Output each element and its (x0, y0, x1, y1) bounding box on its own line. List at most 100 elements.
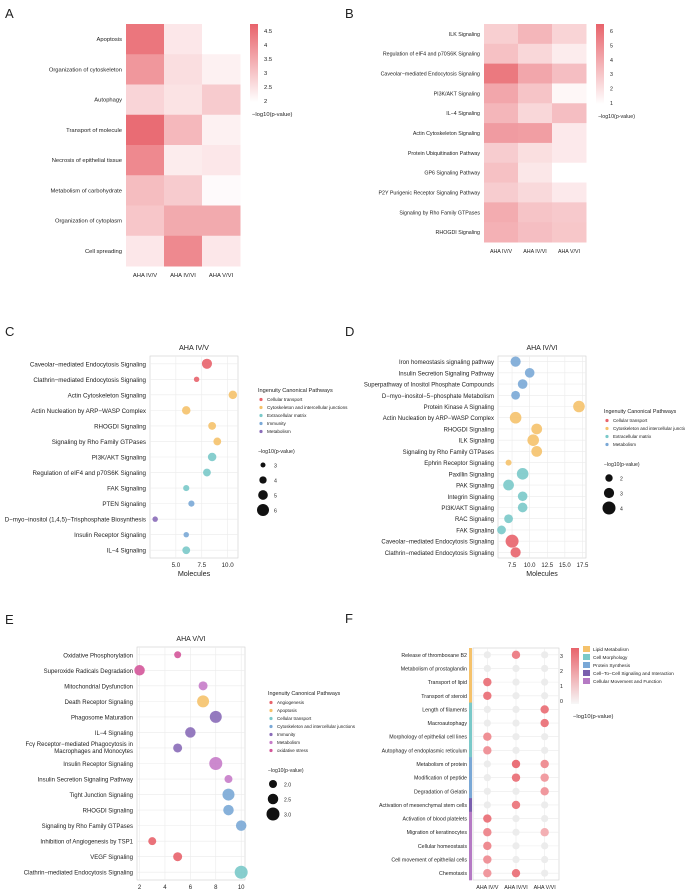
bubble-point (524, 368, 535, 378)
bubble-point (209, 757, 223, 770)
dot-point (512, 842, 520, 850)
category-strip (469, 825, 472, 840)
size-legend-dot (269, 780, 277, 788)
heat-cell (126, 175, 165, 206)
category-legend-label: Cellular Movement and Function (593, 679, 662, 685)
y-tick-label: Superoxide Radicals Degradation (44, 669, 133, 675)
bubble-point (182, 546, 191, 555)
heat-cell (518, 182, 553, 203)
bubble-point (197, 695, 210, 708)
bubble-point (511, 390, 520, 400)
y-tick-label: VEGF Signaling (90, 855, 133, 861)
heat-cell (202, 205, 241, 237)
legend-title: Ingenuity Canonical Pathways (258, 388, 333, 394)
colorbar-title: −log10(p-value) (252, 112, 293, 118)
row-label: Signaling by Rho Family GTPases (399, 210, 480, 216)
dot-point (512, 746, 520, 754)
heat-cell (484, 24, 519, 45)
dot-point (512, 787, 520, 795)
category-legend-label: Lipid Metabolism (593, 647, 629, 653)
bubble-point (201, 358, 213, 369)
heat-cell (518, 202, 553, 223)
heat-cell (164, 114, 203, 146)
heat-cell (552, 202, 587, 223)
colorbar-tick: 4 (610, 58, 613, 64)
dot-point (541, 746, 549, 754)
colorbar-tick: 3 (560, 654, 563, 660)
y-tick-label: Caveolar−mediated Endocytosis Signaling (381, 540, 494, 546)
bubble-point (213, 437, 222, 446)
y-tick-label: Clathrin−mediated Endocytosis Signaling (33, 377, 146, 384)
bubble-point (188, 500, 195, 507)
heat-cell (484, 63, 519, 84)
y-tick-label: Regulation of eIF4 and p70S6K Signaling (32, 470, 146, 477)
column-label: AHA V/VI (534, 885, 556, 889)
row-label: Caveolar−mediated Endocytosis Signaling (381, 72, 480, 78)
bubble-point (510, 356, 521, 367)
heat-cell (202, 54, 241, 85)
bubble-point (193, 376, 200, 383)
dot-point (483, 774, 491, 782)
heatmap-a: Apoptosis Organization of cytoskeleton Aut… (49, 24, 293, 279)
chart-title: AHA IV/VI (526, 345, 557, 352)
colorbar (571, 648, 579, 704)
row-label: Organization of cytoskeleton (49, 67, 122, 73)
category-strip (469, 743, 472, 758)
heat-cell (202, 84, 241, 116)
y-tick-label: Ephrin Receptor Signaling (424, 461, 494, 467)
legend-swatch (269, 708, 273, 713)
dot-point (483, 787, 491, 795)
heat-cell (202, 114, 241, 146)
y-tick-label: Clathrin−mediated Endocytosis Signaling (24, 871, 133, 877)
category-strip (469, 702, 472, 717)
size-legend-title: −log10(p-value) (258, 449, 295, 455)
bubble-point (183, 531, 189, 538)
legend-swatch (269, 700, 273, 705)
colorbar (596, 24, 604, 104)
row-label: P2Y Purigenic Receptor Signaling Pathway (379, 190, 481, 196)
dot-point (512, 664, 520, 673)
heat-cell (202, 175, 241, 206)
colorbar-title: −log10(p-value) (573, 714, 614, 720)
x-tick-label: 5.0 (172, 562, 181, 569)
heat-cell (518, 123, 553, 144)
heat-cell (126, 114, 165, 146)
bubble-point (152, 516, 158, 522)
heat-cell (484, 182, 519, 203)
heat-cell (164, 205, 203, 237)
y-tick-label: Insulin Receptor Signaling (74, 532, 146, 539)
size-legend-dot (267, 793, 279, 805)
dot-point (511, 650, 521, 660)
legend-label: Cytoskeleton and intercellular junctions (277, 724, 356, 729)
row-label: Transport of molecule (66, 128, 122, 134)
size-legend-label: 5 (274, 494, 277, 500)
colorbar-tick: 3.5 (264, 57, 272, 63)
bubble-point (223, 804, 234, 816)
dot-point (512, 705, 520, 714)
legend-label: Immunity (277, 732, 296, 737)
heat-cell (202, 235, 241, 267)
legend-swatch (259, 397, 263, 402)
legend-label: Metabolism (613, 442, 636, 447)
y-tick-label: Paxillin Signaling (449, 472, 494, 478)
x-tick-label: 10 (238, 885, 245, 889)
dot-point (540, 773, 549, 782)
bubble-point (224, 775, 233, 784)
panel-label-b: B (345, 6, 354, 21)
row-label: ILK Signaling (449, 32, 480, 38)
colorbar-tick: 1 (610, 101, 613, 107)
colorbar-tick: 0 (560, 699, 563, 705)
y-tick-label: Iron homeostasis signaling pathway (399, 360, 494, 366)
dot-point (483, 746, 492, 755)
bubble-point (504, 514, 513, 524)
category-strip (469, 866, 472, 881)
dot-point (512, 719, 520, 727)
dot-point (511, 800, 521, 810)
category-legend-swatch (583, 646, 590, 652)
y-tick-label: IL−4 Signaling (95, 731, 133, 737)
heat-cell (484, 103, 519, 124)
size-legend-title: −log10(p-value) (268, 768, 304, 774)
y-tick-label: Inhibition of Angiogenesis by TSP1 (40, 840, 133, 846)
y-tick-label: Tight Junction Signaling (70, 793, 133, 799)
